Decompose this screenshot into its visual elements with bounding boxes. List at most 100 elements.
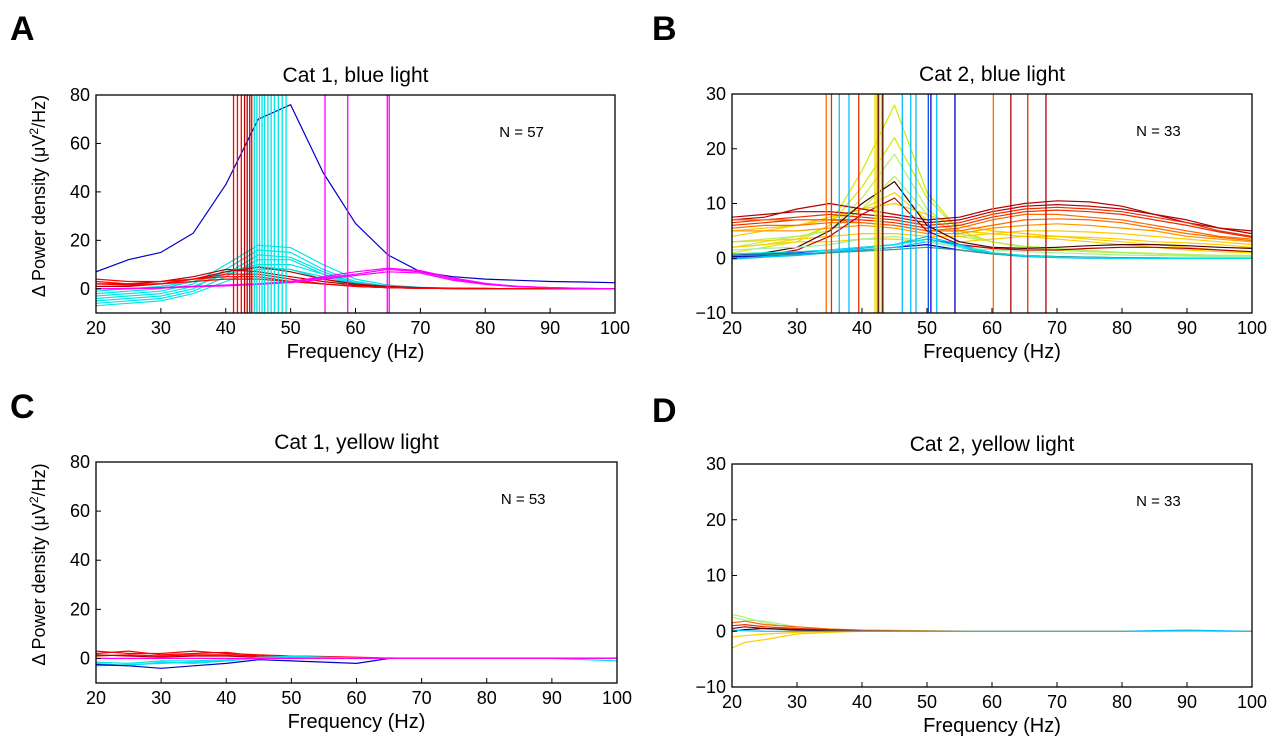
x-tick-label: 30 [787,318,807,338]
y-tick-label: 30 [706,84,726,104]
x-tick-label: 80 [475,318,495,338]
x-axis-label: Frequency (Hz) [288,711,426,733]
y-tick-label: 20 [706,510,726,530]
x-tick-label: 80 [1112,318,1132,338]
x-tick-label: 60 [982,692,1002,712]
y-axis-label: Δ Power density (μV2/Hz) [27,463,49,665]
x-tick-label: 40 [216,318,236,338]
x-tick-label: 40 [852,318,872,338]
chart-title: Cat 2, blue light [919,63,1065,86]
series-line-11 [732,218,1252,242]
x-tick-label: 100 [600,318,630,338]
y-tick-label: −10 [695,303,726,323]
y-tick-label: 80 [70,452,90,472]
series-line-8 [732,629,1252,632]
panel-letter: B [652,10,677,48]
plot-area [96,650,617,669]
y-tick-label: 40 [70,182,90,202]
x-tick-label: 70 [1047,318,1067,338]
panel-letter: D [652,392,677,430]
x-tick-label: 70 [1047,692,1067,712]
series-line-0 [96,104,615,284]
series-line-12 [732,223,1252,243]
y-tick-label: 0 [80,279,90,299]
series-line-6 [732,630,1252,649]
x-tick-label: 50 [917,318,937,338]
chart-title: Cat 1, yellow light [274,431,439,454]
x-tick-label: 20 [86,688,106,708]
x-tick-label: 20 [86,318,106,338]
x-tick-label: 100 [602,688,632,708]
x-tick-label: 30 [151,318,171,338]
panel-letter: A [10,10,35,48]
series-line-10 [732,213,1252,240]
x-tick-label: 50 [281,688,301,708]
x-tick-label: 80 [477,688,497,708]
series-line-15 [732,181,1252,257]
plot-area [732,94,1252,313]
n-count-label: N = 57 [499,124,544,141]
series-line-7 [732,204,1252,235]
x-tick-label: 90 [542,688,562,708]
n-count-label: N = 33 [1136,123,1181,140]
series-line-5 [96,254,615,300]
series-line-7 [732,630,1252,638]
series-line-15 [96,267,615,290]
plot-area [96,95,615,313]
y-axis-label: Δ Power density (μV2/Hz) [27,95,49,297]
series-line-13 [732,230,1252,246]
series-line-6 [732,200,1252,232]
x-tick-label: 20 [722,318,742,338]
y-tick-label: 0 [716,621,726,641]
x-tick-label: 50 [281,318,301,338]
x-tick-label: 90 [540,318,560,338]
x-tick-label: 40 [216,688,236,708]
x-tick-label: 70 [410,318,430,338]
x-tick-label: 60 [345,318,365,338]
x-tick-label: 20 [722,692,742,712]
chart-title: Cat 2, yellow light [910,433,1075,456]
x-tick-label: 80 [1112,692,1132,712]
y-tick-label: 20 [70,230,90,250]
panel-a: A Cat 1, blue light 20 30 40 50 60 70 80 90 100 0 20… [10,10,630,363]
x-tick-label: 60 [346,688,366,708]
x-tick-label: 30 [151,688,171,708]
x-axis-label: Frequency (Hz) [923,715,1061,737]
y-tick-label: −10 [695,677,726,697]
chart-title: Cat 1, blue light [283,64,429,87]
y-tick-label: 20 [70,599,90,619]
x-tick-label: 90 [1177,692,1197,712]
y-tick-label: 0 [80,648,90,668]
series-line-3 [732,175,1252,257]
y-tick-label: 20 [706,139,726,159]
y-tick-label: 0 [716,248,726,268]
plot-area [732,613,1252,649]
x-tick-label: 70 [412,688,432,708]
y-tick-label: 60 [70,501,90,521]
x-tick-label: 90 [1177,318,1197,338]
y-tick-label: 80 [70,85,90,105]
x-tick-label: 100 [1237,692,1267,712]
x-tick-label: 60 [982,318,1002,338]
x-axis-label: Frequency (Hz) [923,341,1061,363]
series-line-16 [732,197,1252,259]
x-axis-label: Frequency (Hz) [287,341,425,363]
series-line-8 [732,206,1252,237]
series-line-14 [732,235,1252,248]
n-count-label: N = 33 [1136,493,1181,510]
x-tick-label: 40 [852,692,872,712]
n-count-label: N = 53 [501,491,546,508]
y-tick-label: 10 [706,566,726,586]
y-tick-label: 30 [706,454,726,474]
panel-c: C Cat 1, yellow light 20 30 40 50 60 70 80 90 100 0… [10,388,632,733]
x-tick-label: 100 [1237,318,1267,338]
y-tick-label: 10 [706,194,726,214]
panel-letter: C [10,388,35,426]
x-tick-label: 50 [917,692,937,712]
series-line-22 [732,235,1252,258]
x-tick-label: 30 [787,692,807,712]
series-line-23 [732,238,1252,259]
